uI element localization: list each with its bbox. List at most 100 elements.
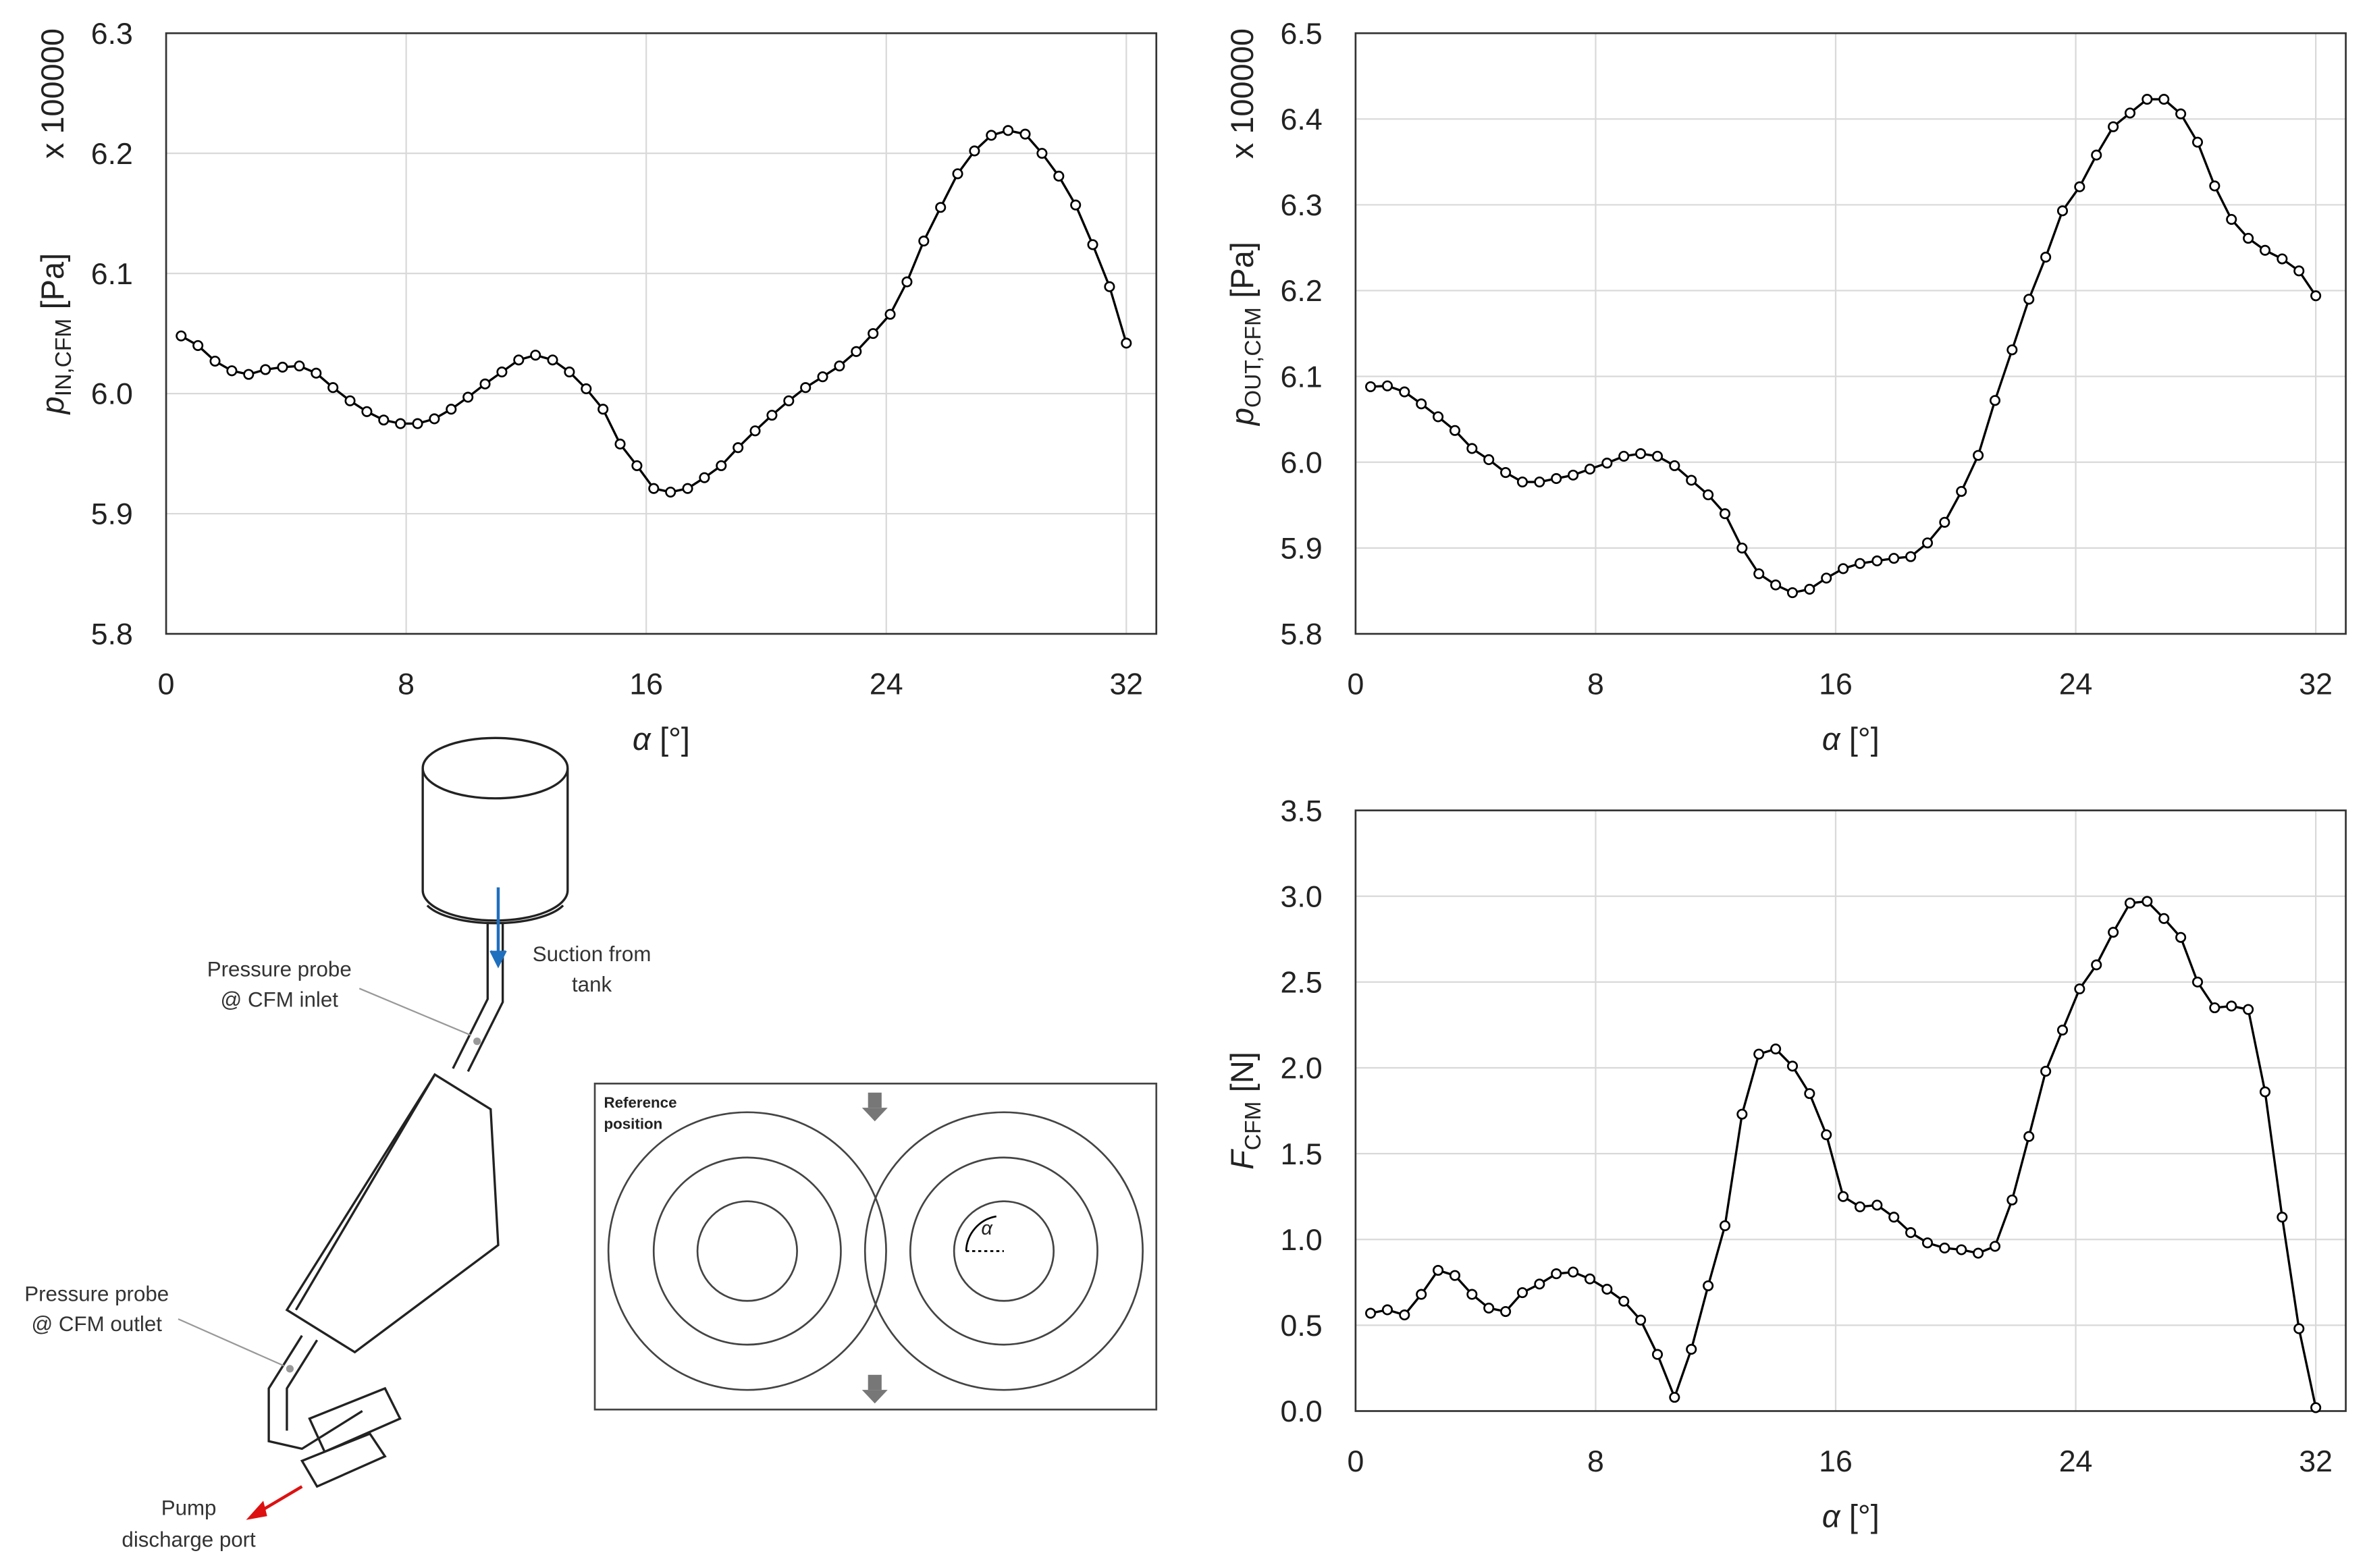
axis-symbol: p — [34, 396, 70, 415]
axis-unit: [°] — [1849, 1498, 1880, 1534]
data-point — [1753, 568, 1765, 580]
axis-symbol: α — [633, 721, 651, 757]
data-point — [952, 168, 963, 180]
data-point — [1719, 508, 1731, 520]
data-point — [1584, 463, 1596, 475]
data-point — [1534, 476, 1545, 488]
data-point — [277, 361, 288, 373]
data-point — [226, 365, 238, 377]
data-point — [2124, 107, 2136, 119]
data-point — [1821, 1129, 1832, 1141]
diagram-labels: Pressure probe @ CFM inlet Suction from … — [24, 942, 993, 1551]
data-point — [901, 276, 913, 288]
y-tick-label: 2.0 — [1281, 1052, 1323, 1085]
data-point — [496, 367, 508, 378]
data-point — [260, 364, 271, 375]
data-point — [1466, 443, 1478, 454]
data-point — [2293, 265, 2305, 277]
data-point — [2226, 213, 2237, 225]
label: Pressure probe — [24, 1282, 169, 1305]
y-tick-label: 5.9 — [91, 498, 133, 531]
data-point — [1770, 579, 1782, 591]
y-tick-label: 1.5 — [1281, 1138, 1323, 1171]
data-point — [597, 404, 609, 415]
data-point — [1719, 1220, 1731, 1231]
data-point — [1483, 454, 1495, 466]
data-point — [2277, 1212, 2288, 1223]
data-point — [294, 360, 305, 372]
y-tick-label: 5.8 — [91, 618, 133, 651]
data-point — [1568, 469, 1579, 481]
x-tick-label: 0 — [158, 668, 175, 701]
data-point — [2056, 1025, 2069, 1036]
label: tank — [572, 973, 612, 996]
data-point — [2056, 205, 2069, 217]
data-point — [1087, 239, 1098, 250]
data-point — [446, 404, 457, 415]
data-point — [2226, 1000, 2237, 1012]
data-point — [1601, 1283, 1613, 1295]
chart: 0 8 16 24 32 0.0 0.5 1.0 1.5 2.0 2.5 3.0 3.5 α [°] FCFM… — [1224, 794, 2347, 1534]
data-point — [766, 410, 778, 421]
data-point — [581, 383, 592, 395]
axis-unit: [°] — [660, 721, 690, 757]
data-point — [1804, 1088, 1815, 1100]
x-tick-label: 32 — [2299, 668, 2333, 701]
x-tick-label: 32 — [2299, 1445, 2333, 1478]
data-point — [1786, 1060, 1799, 1072]
data-point — [1516, 476, 1528, 488]
x-tick-label: 8 — [1587, 1445, 1604, 1478]
data-point — [1838, 1191, 1849, 1202]
data-point — [1449, 425, 1461, 436]
data-point — [1399, 386, 1410, 398]
y-tick-label: 6.3 — [91, 18, 133, 51]
chart: 0 8 16 24 32 5.8 5.9 6.0 6.1 6.2 6.3 α [°] pIN,CFM [Pa… — [34, 18, 1158, 757]
data-point — [631, 460, 643, 471]
data-point — [1449, 1270, 1461, 1281]
axis-multiplier: x 100000 — [34, 28, 70, 159]
data-point — [884, 308, 896, 320]
data-point — [2108, 121, 2119, 132]
data-point — [682, 483, 693, 494]
plot-area — [1355, 810, 2346, 1411]
data-point — [1939, 516, 1950, 528]
data-point — [817, 371, 828, 383]
data-point — [1888, 1212, 1900, 1223]
data-point — [1416, 1289, 1427, 1300]
data-point — [327, 382, 339, 394]
y-tick-label: 6.3 — [1281, 189, 1323, 222]
y-tick-label: 1.0 — [1281, 1224, 1323, 1257]
y-tick-label: 6.0 — [1281, 446, 1323, 479]
data-point — [479, 378, 491, 389]
data-point — [2243, 232, 2254, 244]
data-point — [1381, 1304, 1393, 1316]
data-point — [2259, 1086, 2271, 1098]
axis-unit: [°] — [1849, 721, 1880, 757]
axis-subscript: CFM — [1241, 1102, 1266, 1151]
data-point — [2243, 1004, 2254, 1015]
y-tick-label: 2.5 — [1281, 967, 1323, 1000]
data-point — [1973, 1247, 1984, 1259]
data-point — [429, 413, 440, 425]
data-point — [192, 340, 204, 351]
x-tick-label: 0 — [1347, 1445, 1364, 1478]
label: @ CFM outlet — [31, 1312, 162, 1336]
data-point — [1416, 398, 1427, 410]
label: α — [981, 1218, 993, 1239]
label: Pump — [161, 1496, 217, 1520]
label: discharge port — [122, 1528, 256, 1552]
data-point — [209, 355, 221, 367]
data-point — [749, 425, 761, 437]
data-point — [344, 395, 356, 406]
data-point — [1466, 1289, 1478, 1300]
data-point — [1019, 128, 1031, 140]
data-point — [2091, 149, 2102, 161]
data-point — [2310, 290, 2322, 302]
y-tick-label: 6.1 — [1281, 360, 1323, 394]
data-point — [800, 382, 812, 394]
data-point — [2158, 94, 2170, 105]
axis-subscript: OUT,CFM — [1241, 307, 1266, 408]
data-point — [648, 483, 660, 494]
x-tick-label: 24 — [2059, 668, 2093, 701]
data-point — [2040, 251, 2052, 263]
